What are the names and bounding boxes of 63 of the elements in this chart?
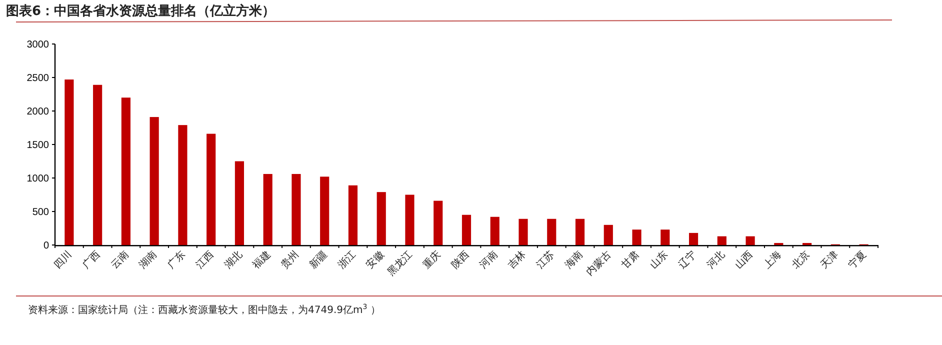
x-tick-label: 新疆 <box>307 248 330 272</box>
x-tick-label: 上海 <box>761 248 784 272</box>
y-tick-label: 1000 <box>26 174 50 184</box>
text: 资料来源：国家统计局（注：西藏水资源量较大，图中隐去，为4749.9亿m$^{3}$ ） <box>28 303 380 316</box>
bar <box>717 236 726 245</box>
x-tick-label: 广东 <box>165 248 188 272</box>
x-tick-label: 湖南 <box>136 248 160 272</box>
bar <box>604 224 613 245</box>
x-tick-label: 天津 <box>818 248 841 272</box>
x-tick-label: 海南 <box>562 248 586 272</box>
x-tick-label: 广西 <box>80 248 103 272</box>
bar <box>575 218 585 245</box>
bar <box>64 80 74 245</box>
x-tick-label: 河南 <box>477 248 500 272</box>
bar <box>405 194 414 245</box>
y-tick-label: 2000 <box>26 106 50 118</box>
bar <box>490 216 500 245</box>
bar <box>376 192 386 245</box>
bar <box>121 98 130 245</box>
y-tick-label: 1500 <box>26 140 50 151</box>
y-tick-label: 2500 <box>26 73 50 84</box>
bar <box>660 230 670 245</box>
x-tick-label: 黑龙江 <box>385 248 415 278</box>
x-tick-label: 甘肃 <box>619 248 642 272</box>
bar <box>206 134 216 245</box>
x-tick-label: 四川 <box>52 248 74 272</box>
bar <box>462 214 472 245</box>
x-tick-label: 内蒙古 <box>584 248 614 278</box>
x-tick-label: 山东 <box>648 248 670 272</box>
bar <box>348 185 358 245</box>
x-tick-label: 江苏 <box>534 248 557 272</box>
x-tick-label: 陕西 <box>448 248 472 272</box>
bar <box>434 200 443 245</box>
bar <box>93 84 102 245</box>
bar <box>746 236 755 245</box>
bar <box>547 218 556 245</box>
x-tick-label: 宁夏 <box>846 248 869 272</box>
x-tick-label: 安徽 <box>364 248 386 272</box>
chart-title: 图表6：中国各省水资源总量排名（亿立方米） <box>6 3 276 19</box>
y-tick-label: 3000 <box>26 40 50 50</box>
x-tick-label: 贵州 <box>278 248 302 272</box>
x-tick-label: 浙江 <box>335 248 358 272</box>
x-tick-label: 福建 <box>250 248 273 272</box>
y-tick-label: 500 <box>32 207 50 218</box>
x-tick-label: 辽宁 <box>676 248 699 272</box>
bar <box>320 176 330 245</box>
y-tick-label: 0 <box>43 240 50 252</box>
bar <box>688 232 698 245</box>
bar <box>263 174 272 245</box>
x-tick-label: 北京 <box>790 248 812 272</box>
bar <box>292 174 301 245</box>
x-tick-label: 河北 <box>704 248 728 272</box>
x-tick-label: 云南 <box>108 248 132 272</box>
x-tick-label: 吉林 <box>506 248 528 272</box>
bar <box>518 218 528 245</box>
bar <box>150 117 159 245</box>
x-tick-label: 重庆 <box>420 248 444 272</box>
bar <box>178 125 188 245</box>
bar <box>234 161 244 245</box>
x-tick-label: 江西 <box>194 248 216 272</box>
x-tick-label: 山西 <box>732 248 756 272</box>
bar <box>632 230 642 245</box>
x-tick-label: 湖北 <box>222 248 245 272</box>
